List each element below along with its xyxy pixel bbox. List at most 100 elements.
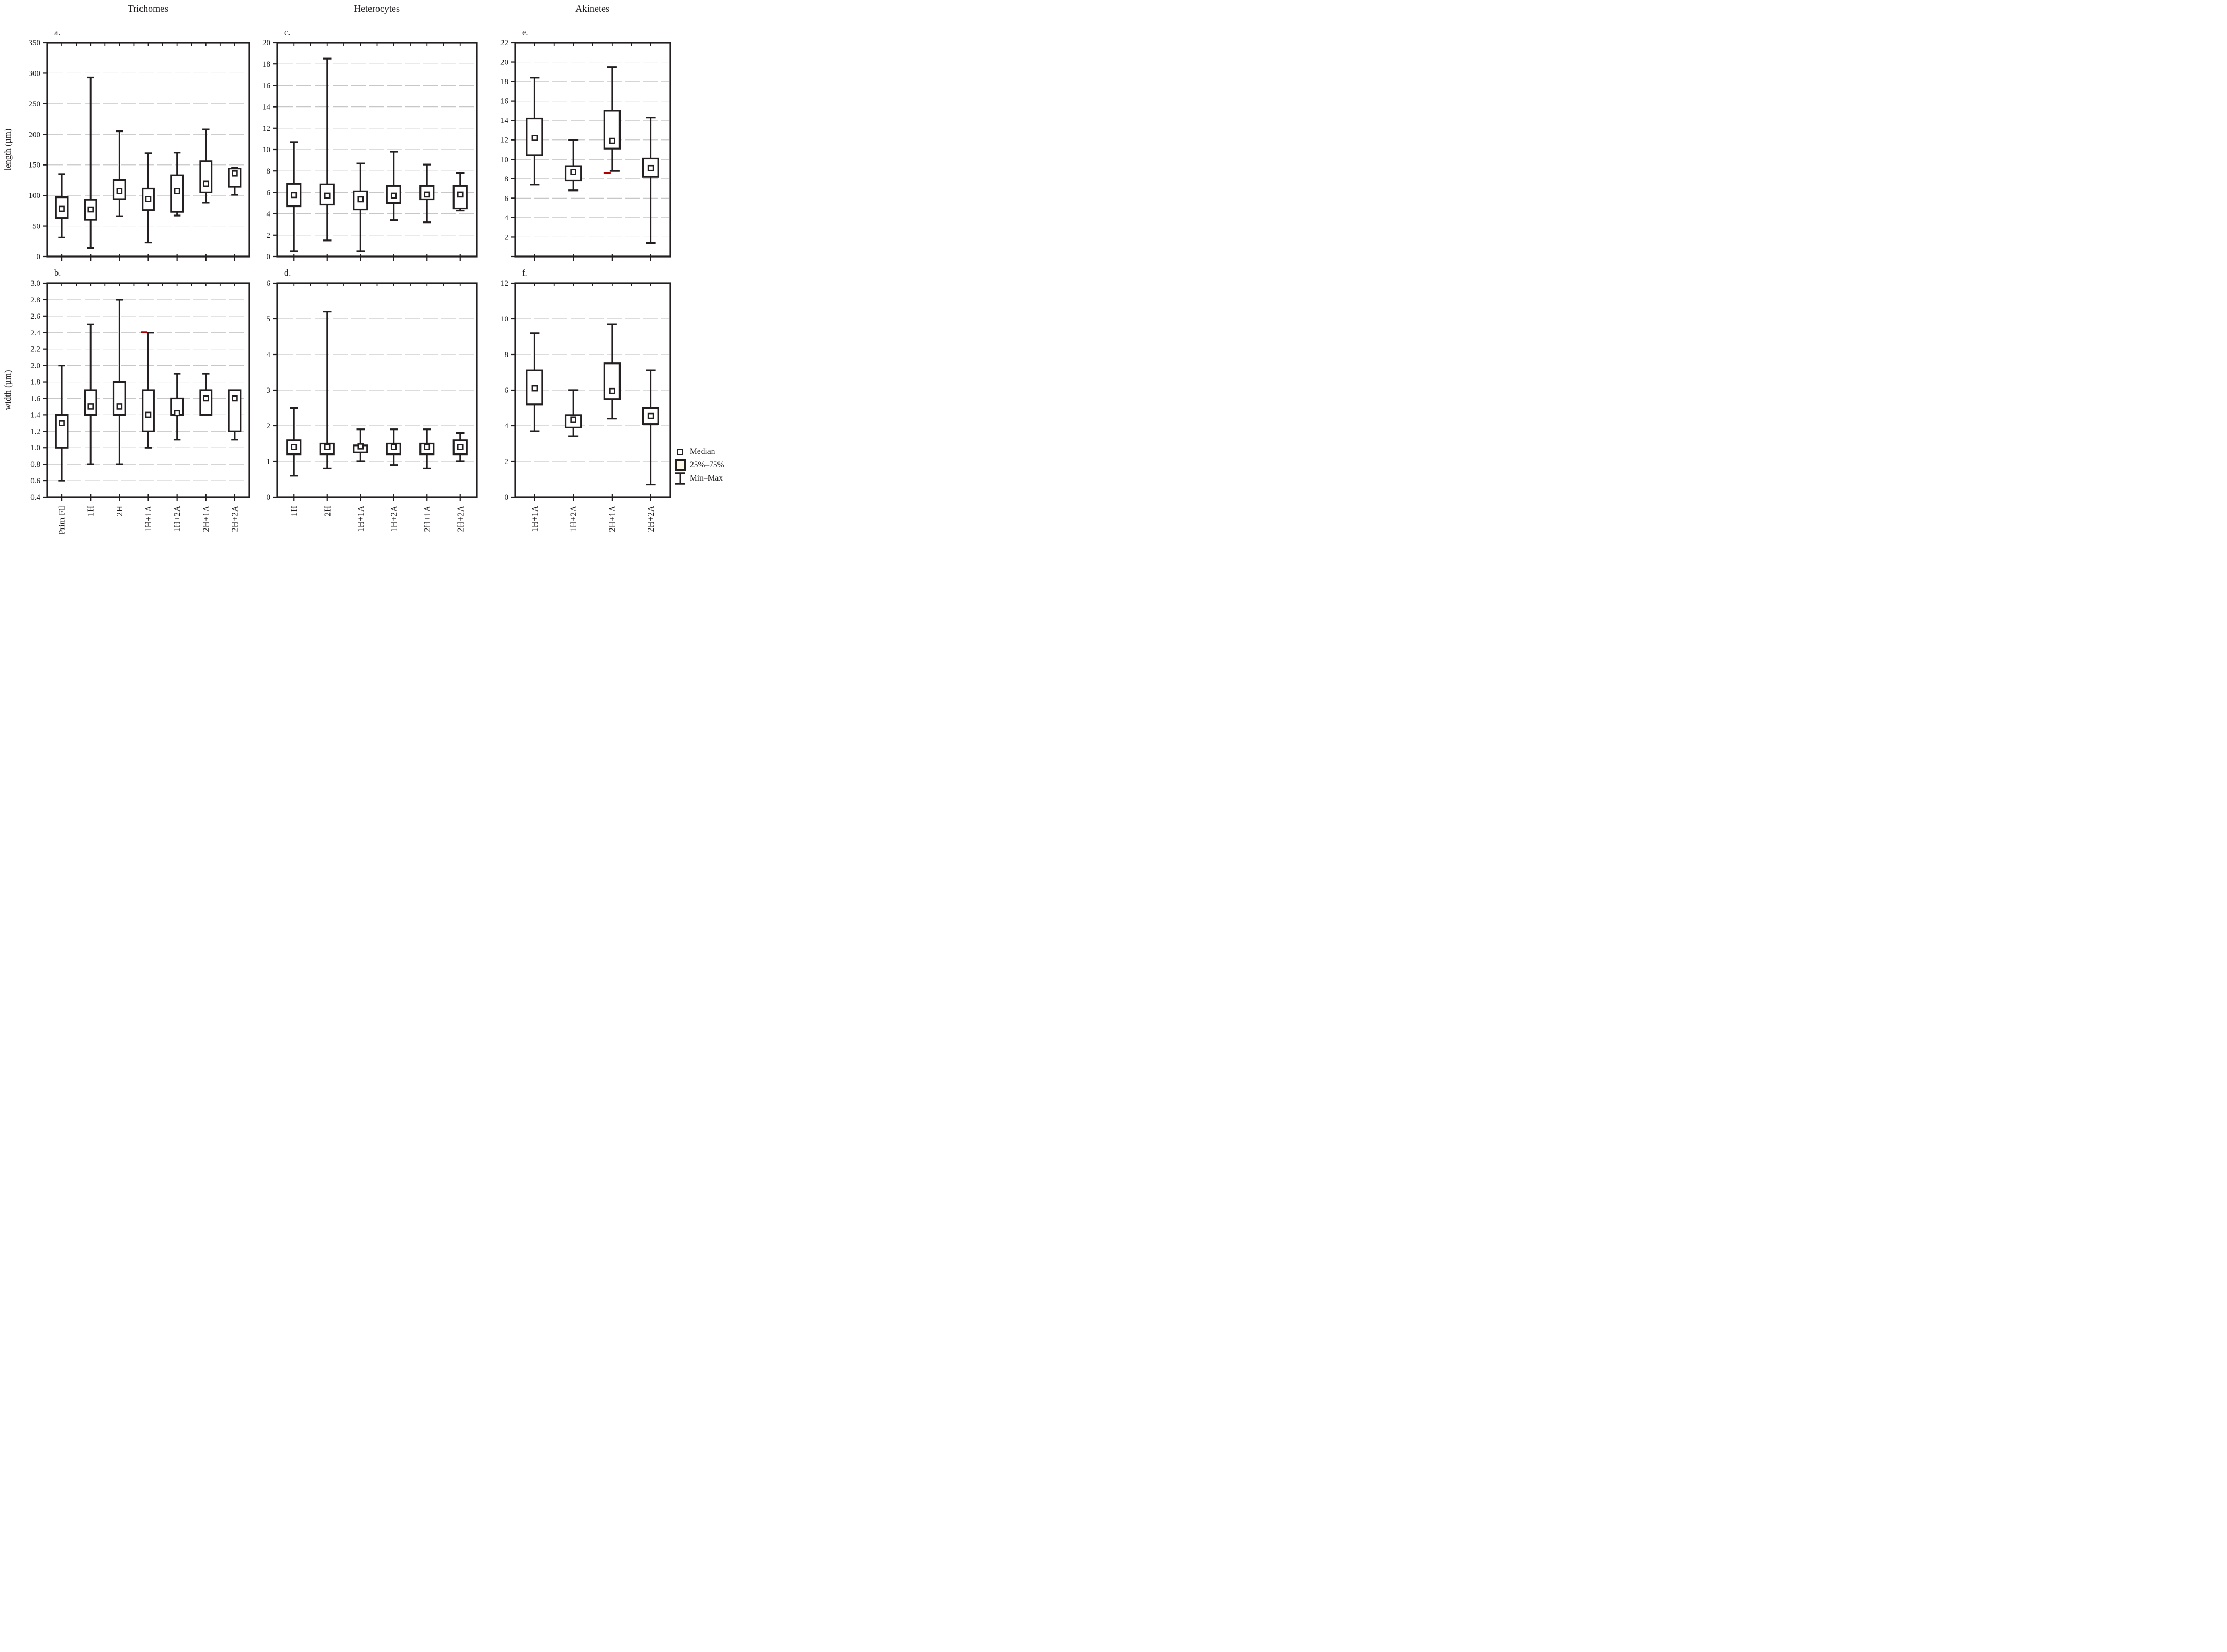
svg-text:1H+1A: 1H+1A <box>356 506 366 532</box>
svg-text:2.0: 2.0 <box>30 362 40 370</box>
svg-text:0: 0 <box>267 493 271 502</box>
panel-letter-b: b. <box>54 268 61 278</box>
svg-text:1H+2A: 1H+2A <box>172 506 182 532</box>
svg-text:1H: 1H <box>289 506 299 516</box>
panel-letter-e: e. <box>522 27 529 37</box>
iqr-box-icon <box>674 459 686 471</box>
svg-text:1H+2A: 1H+2A <box>568 506 579 532</box>
svg-text:0: 0 <box>37 253 41 261</box>
svg-text:1H+1A: 1H+1A <box>143 506 153 532</box>
panel-c-heterocytes-length: 0 2 4 6 8 10 12 14 16 18 20 <box>262 39 478 261</box>
svg-text:2H+1A: 2H+1A <box>607 506 617 532</box>
svg-text:20: 20 <box>262 39 270 47</box>
legend-row-minmax: Min–Max <box>673 472 724 485</box>
panel-e-akinetes-length: 2 4 6 8 10 12 14 16 18 20 22 <box>500 39 671 261</box>
panel-letter-f: f. <box>522 268 527 278</box>
svg-text:14: 14 <box>262 103 271 112</box>
svg-text:3: 3 <box>267 386 271 395</box>
svg-text:0.4: 0.4 <box>30 493 40 502</box>
svg-text:2H+1A: 2H+1A <box>422 506 432 532</box>
svg-text:1H+2A: 1H+2A <box>389 506 399 532</box>
svg-text:2H+2A: 2H+2A <box>229 506 240 532</box>
median-marker-icon <box>677 449 683 455</box>
svg-text:300: 300 <box>29 69 41 78</box>
svg-text:2H: 2H <box>322 506 332 516</box>
svg-text:16: 16 <box>500 97 509 106</box>
svg-text:2H+1A: 2H+1A <box>201 506 211 532</box>
svg-text:2: 2 <box>505 458 509 466</box>
panel-b-trichomes-width: 0.4 0.6 0.8 1.0 1.2 1.4 1.6 1.8 2.0 2.2 2.4 2.6 2.8 3… <box>30 279 250 535</box>
svg-text:2.8: 2.8 <box>30 296 40 304</box>
svg-text:200: 200 <box>29 130 41 139</box>
minmax-whisker-icon <box>675 472 685 485</box>
panel-f-akinetes-width: 0 2 4 6 8 10 12 1H+1A 1H+2A 2H+1A 2H+2A <box>500 279 671 532</box>
svg-text:4: 4 <box>505 422 509 431</box>
svg-text:0: 0 <box>505 493 509 502</box>
svg-text:6: 6 <box>505 194 509 203</box>
column-title-heterocytes: Heterocytes <box>354 3 400 14</box>
svg-text:0.8: 0.8 <box>30 460 40 469</box>
svg-text:1.6: 1.6 <box>30 394 40 403</box>
svg-text:2.6: 2.6 <box>30 312 40 321</box>
svg-text:4: 4 <box>505 214 509 222</box>
legend-minmax-label: Min–Max <box>690 474 723 483</box>
svg-text:2.4: 2.4 <box>30 329 40 337</box>
svg-text:Prim Fil: Prim Fil <box>57 506 67 535</box>
svg-text:2: 2 <box>505 233 509 242</box>
svg-text:1.2: 1.2 <box>30 427 40 436</box>
svg-text:6: 6 <box>267 279 271 288</box>
svg-text:16: 16 <box>262 81 271 90</box>
svg-text:1.0: 1.0 <box>30 444 40 452</box>
svg-text:5: 5 <box>267 315 271 324</box>
legend-row-iqr: 25%–75% <box>673 459 724 471</box>
svg-text:4: 4 <box>267 210 271 219</box>
legend-row-median: Median <box>673 446 724 458</box>
svg-text:2: 2 <box>267 232 271 240</box>
panel-letter-a: a. <box>54 27 61 37</box>
svg-text:18: 18 <box>500 78 508 86</box>
legend-median-label: Median <box>690 447 715 456</box>
svg-text:0.6: 0.6 <box>30 477 40 485</box>
svg-text:3.0: 3.0 <box>30 279 40 288</box>
svg-text:10: 10 <box>500 155 508 164</box>
svg-text:12: 12 <box>500 136 508 145</box>
svg-text:10: 10 <box>262 146 270 154</box>
legend-iqr-label: 25%–75% <box>690 460 724 469</box>
svg-text:350: 350 <box>29 39 41 47</box>
svg-text:12: 12 <box>262 125 270 133</box>
svg-text:1.4: 1.4 <box>30 411 40 419</box>
svg-text:20: 20 <box>500 59 508 67</box>
svg-text:0: 0 <box>267 253 271 261</box>
svg-text:10: 10 <box>500 315 508 324</box>
svg-text:1H: 1H <box>86 506 96 516</box>
svg-text:4: 4 <box>267 351 271 359</box>
svg-text:12: 12 <box>500 279 508 288</box>
svg-text:8: 8 <box>505 351 509 359</box>
svg-text:1: 1 <box>267 458 271 466</box>
svg-text:2H+2A: 2H+2A <box>455 506 465 532</box>
panel-d-heterocytes-width: 0 1 2 3 4 5 6 1H 2H 1H+1A 1H+2A 2H+1A 2H+2A <box>267 279 478 532</box>
svg-text:1H+1A: 1H+1A <box>530 506 540 532</box>
column-title-akinetes: Akinetes <box>575 3 609 14</box>
svg-text:250: 250 <box>29 100 41 109</box>
svg-text:22: 22 <box>500 39 508 47</box>
panel-letter-c: c. <box>284 27 291 37</box>
svg-text:2.2: 2.2 <box>30 345 40 354</box>
panel-a-trichomes-length: 0 50 100 150 200 250 300 350 <box>29 39 250 261</box>
svg-text:6: 6 <box>505 386 509 395</box>
svg-text:8: 8 <box>267 167 271 176</box>
svg-text:1.8: 1.8 <box>30 378 40 387</box>
boxplot-figure: Trichomes Heterocytes Akinetes a. b. c. … <box>0 0 745 560</box>
legend: Median 25%–75% Min–Max <box>673 446 724 486</box>
column-title-trichomes: Trichomes <box>127 3 169 14</box>
svg-text:2H+2A: 2H+2A <box>646 506 656 532</box>
panel-letter-d: d. <box>284 268 291 278</box>
svg-text:14: 14 <box>500 117 509 125</box>
svg-text:2H: 2H <box>114 506 125 516</box>
svg-text:50: 50 <box>32 222 40 231</box>
svg-text:100: 100 <box>29 192 41 200</box>
svg-text:6: 6 <box>267 188 271 197</box>
svg-text:8: 8 <box>505 175 509 184</box>
svg-text:2: 2 <box>267 422 271 431</box>
svg-text:18: 18 <box>262 60 270 69</box>
